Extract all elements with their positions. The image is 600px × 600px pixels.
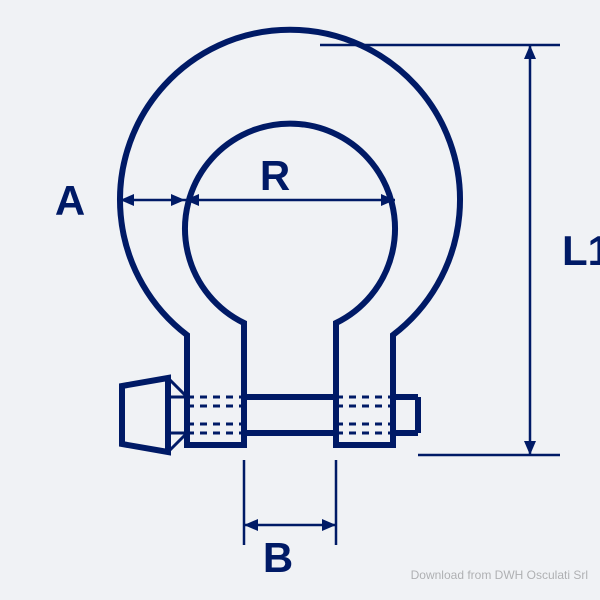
dim-A-arrow-r (171, 194, 185, 206)
dim-L1-label: L1 (562, 227, 600, 274)
dim-A-label: A (55, 177, 85, 224)
dim-R-label: R (260, 152, 290, 199)
dim-B-label: B (263, 534, 293, 581)
dim-B-arrow-l (244, 519, 258, 531)
shackle-dimension-diagram: A R L1 B (0, 0, 600, 600)
dim-L1-arrow-b (524, 441, 536, 455)
diagram-svg: A R L1 B (0, 0, 600, 600)
watermark-text: Download from DWH Osculati Srl (411, 568, 588, 582)
dim-B-arrow-r (322, 519, 336, 531)
dim-L1-arrow-t (524, 45, 536, 59)
pin-head (122, 378, 168, 452)
